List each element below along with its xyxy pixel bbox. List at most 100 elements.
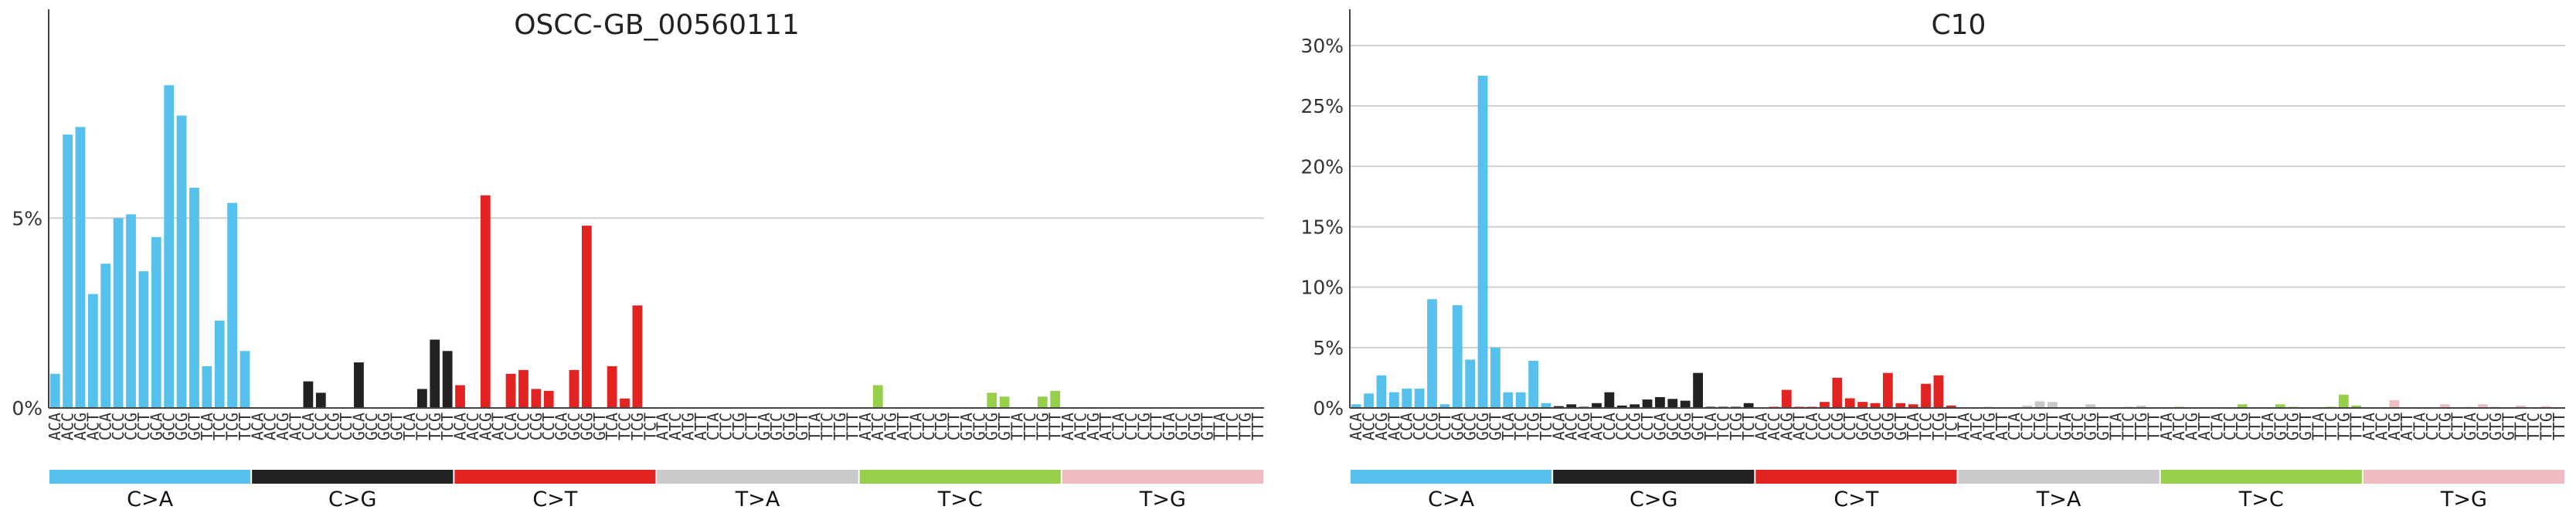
x-tick-label: ATA: [856, 413, 875, 440]
x-tick-label: GTT: [1198, 413, 1216, 440]
x-tick-label: CTA: [2207, 413, 2226, 440]
x-tick-label: ACT: [83, 413, 102, 440]
bar: [569, 369, 579, 408]
x-tick-label: CCT: [1840, 413, 1859, 440]
x-tick-label: CTC: [2221, 413, 2239, 440]
x-tick-label: CCT: [1436, 413, 1454, 440]
bar: [2516, 405, 2527, 408]
bar: [1490, 347, 1500, 408]
x-tick-label: GCA: [1854, 413, 1872, 440]
x-tick-label: CCC: [311, 413, 330, 440]
x-tick-label: CCT: [539, 413, 558, 440]
bar: [138, 271, 149, 408]
y-tick-label: 20%: [1300, 155, 1344, 178]
x-tick-label: GTA: [755, 413, 773, 440]
y-tick-label: 10%: [1300, 277, 1344, 299]
x-tick-label: ACC: [261, 413, 280, 440]
x-tick-label: GTA: [2461, 413, 2479, 440]
x-tick-label: GTA: [1160, 413, 1178, 440]
bar: [1376, 375, 1387, 408]
bar: [2389, 399, 2400, 408]
bar: [75, 127, 86, 408]
bar: [1037, 396, 1048, 408]
x-tick-label: CCC: [109, 413, 127, 440]
x-tick-label: TTG: [1033, 413, 1052, 440]
bar: [1882, 372, 1893, 408]
bar: [1566, 404, 1577, 408]
mutation-group-label: T>G: [2440, 488, 2487, 512]
bar: [2478, 404, 2488, 408]
y-tick-label: 25%: [1300, 95, 1344, 117]
x-tick-label: GTT: [793, 413, 811, 440]
x-tick-label: TTC: [2322, 413, 2340, 440]
x-tick-label: TCT: [236, 413, 254, 440]
x-tick-label: TCG: [1727, 413, 1745, 440]
x-tick-label: CTG: [2233, 413, 2251, 440]
x-tick-label: CTT: [742, 413, 760, 440]
x-tick-label: ACT: [489, 413, 508, 440]
y-tick-label: 5%: [1313, 337, 1344, 359]
x-tick-label: GCT: [1689, 413, 1708, 440]
x-tick-label: CCG: [527, 413, 545, 440]
mutation-group-strip: [1553, 470, 1755, 484]
bar: [455, 385, 465, 408]
bar: [1604, 392, 1615, 408]
x-tick-label: GCT: [1486, 413, 1504, 440]
x-tick-label: CTT: [2449, 413, 2467, 440]
x-tick-label: ACG: [1777, 413, 1796, 440]
x-tick-label: CCC: [1613, 413, 1631, 440]
mutation-group-label: C>A: [1428, 488, 1474, 512]
bar: [2136, 405, 2146, 408]
x-tick-label: GCC: [1461, 413, 1480, 440]
x-tick-label: TTC: [818, 413, 837, 440]
x-tick-label: GTT: [995, 413, 1014, 440]
bar: [1680, 400, 1691, 408]
x-tick-label: ATC: [1071, 413, 1089, 440]
x-tick-label: ATA: [1059, 413, 1077, 440]
bar: [1616, 405, 1627, 408]
x-tick-label: GTA: [957, 413, 976, 440]
bar: [214, 320, 225, 408]
bar: [2351, 405, 2362, 408]
x-tick-label: ACC: [59, 413, 77, 440]
x-tick-label: TTG: [1235, 413, 1254, 440]
x-tick-label: CCA: [1398, 413, 1416, 440]
x-tick-label: TTA: [805, 413, 824, 440]
y-tick-label: 5%: [12, 207, 42, 229]
x-tick-label: GTC: [1172, 413, 1191, 440]
x-tick-label: GCC: [565, 413, 583, 440]
x-tick-label: ATT: [2195, 413, 2214, 440]
x-tick-label: TTT: [843, 413, 861, 440]
x-tick-label: GCG: [172, 413, 191, 440]
x-tick-label: TTG: [2132, 413, 2150, 440]
x-tick-label: TTA: [1008, 413, 1026, 440]
x-tick-label: TCA: [198, 413, 216, 440]
x-tick-label: GCT: [388, 413, 406, 440]
bar: [2085, 404, 2095, 408]
x-tick-label: GTC: [767, 413, 786, 440]
y-tick-label: 0%: [1313, 397, 1344, 420]
x-tick-label: CTG: [729, 413, 748, 440]
x-tick-label: GCA: [349, 413, 368, 440]
bar: [1743, 403, 1754, 408]
x-tick-label: TTC: [2524, 413, 2543, 440]
x-tick-label: ACA: [451, 413, 470, 440]
mutation-group-label: T>C: [2238, 488, 2284, 512]
bar: [518, 369, 528, 408]
x-tick-label: TCT: [438, 413, 457, 440]
x-tick-label: GTT: [2296, 413, 2315, 440]
x-tick-label: ATG: [1980, 413, 1998, 440]
x-tick-label: CTC: [717, 413, 736, 440]
x-tick-label: TCA: [603, 413, 621, 440]
x-tick-label: GTC: [2271, 413, 2289, 440]
bar: [1528, 361, 1538, 408]
x-tick-label: CCT: [337, 413, 355, 440]
x-tick-label: CCG: [122, 413, 141, 440]
x-tick-label: TCG: [223, 413, 242, 440]
x-tick-label: TCA: [1701, 413, 1720, 440]
x-tick-label: GTG: [780, 413, 799, 440]
chart-panel-1: 0%5%ACAACCACGACTCCACCCCCGCCTGCAGCCGCGGCT…: [12, 9, 1267, 512]
bar: [543, 390, 554, 408]
mutation-group-strip: [454, 470, 656, 484]
x-tick-label: ACC: [1562, 413, 1581, 440]
